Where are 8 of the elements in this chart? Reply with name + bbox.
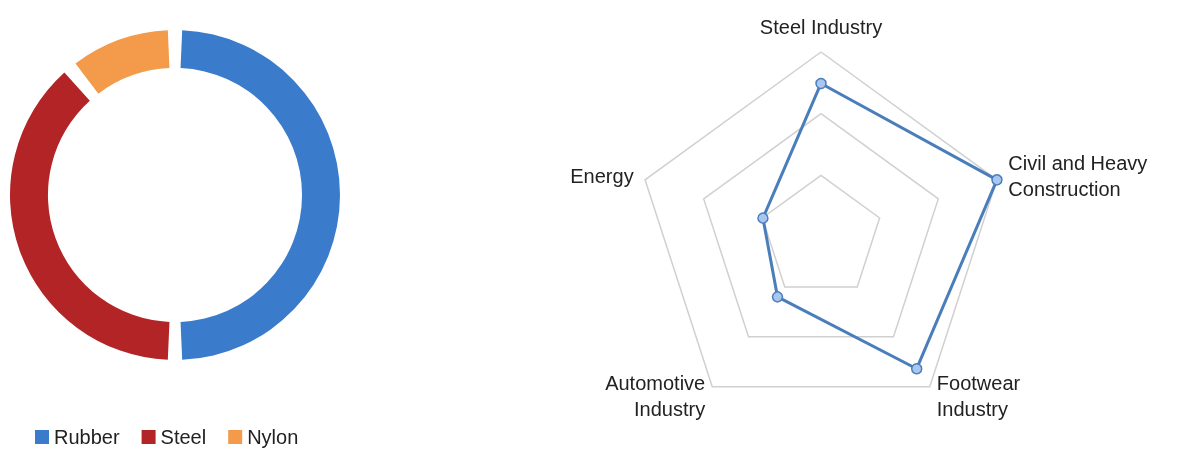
spoke-label: Steel Industry (759, 16, 883, 38)
spoke-label: Footwear Industry (936, 372, 1021, 421)
legend-label: Steel (160, 426, 207, 448)
spoke-label: Automotive Industry (605, 372, 706, 421)
spoke-label: Civil and Heavy Construction (1008, 152, 1148, 201)
legend-label: Nylon (247, 426, 299, 448)
legend-label: Rubber (54, 426, 120, 448)
spoke-label: Energy (570, 165, 634, 188)
